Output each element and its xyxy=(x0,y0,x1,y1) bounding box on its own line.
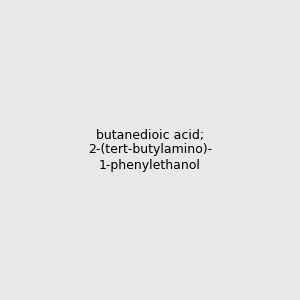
Text: butanedioic acid;
2-(tert-butylamino)-
1-phenylethanol: butanedioic acid; 2-(tert-butylamino)- 1… xyxy=(88,128,212,172)
